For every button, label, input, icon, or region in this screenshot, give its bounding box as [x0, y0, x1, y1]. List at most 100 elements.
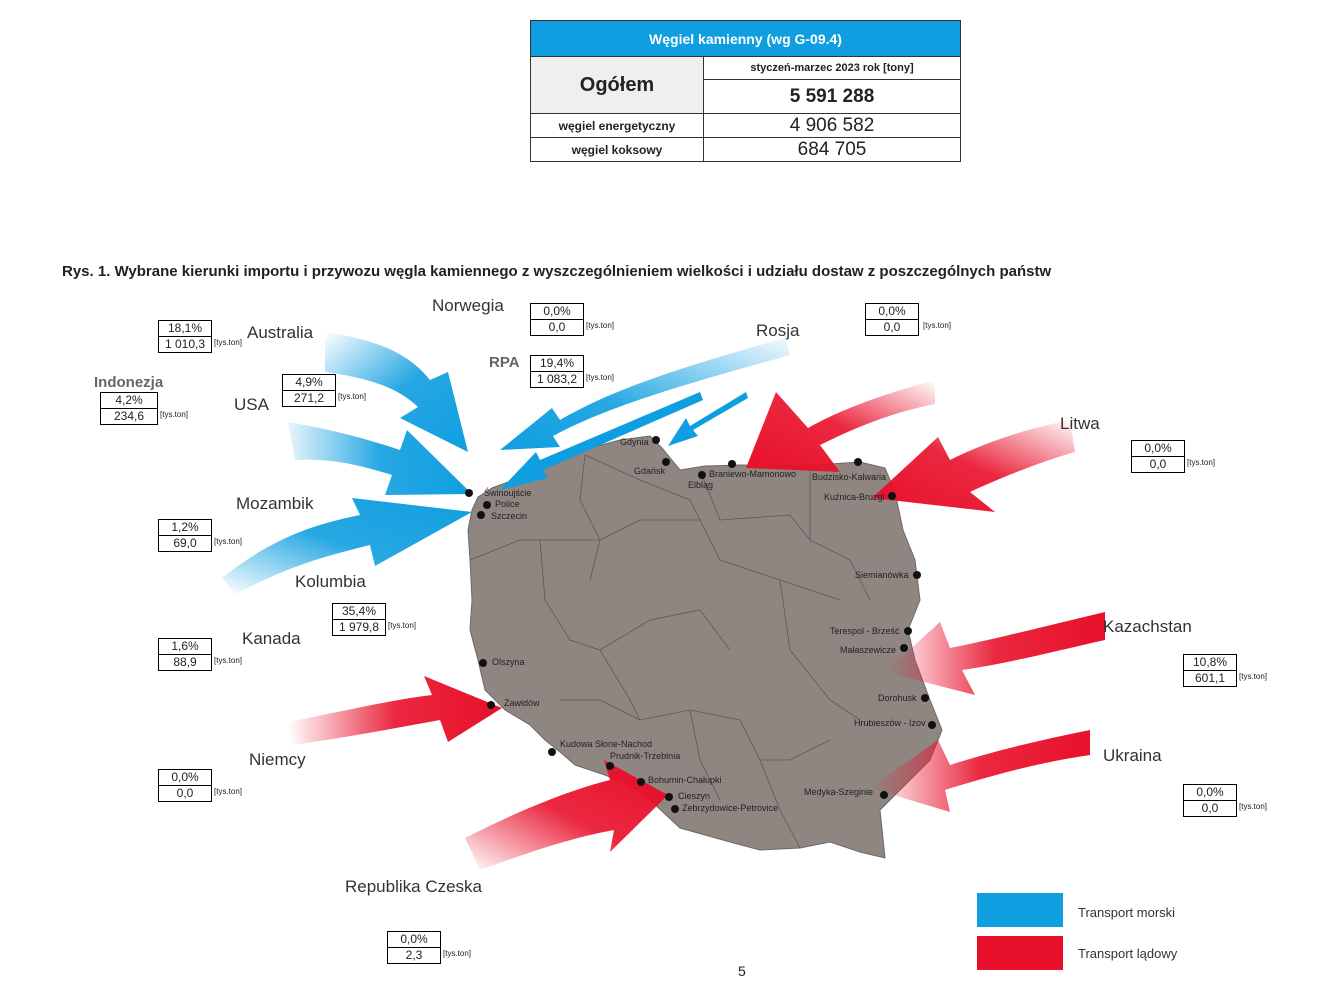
label-niemcy: Niemcy [249, 750, 306, 769]
figure-caption: Rys. 1. Wybrane kierunki importu i przyw… [62, 263, 1052, 280]
share-indonezja: 4,2% [100, 392, 158, 409]
legend-land-label: Transport lądowy [1078, 946, 1178, 961]
value-norwegia: 0,0 [530, 319, 584, 336]
share-mozambik: 1,2% [158, 519, 212, 536]
value-kolumbia: 1 979,8 [332, 619, 386, 636]
share-ukraina: 0,0% [1183, 784, 1237, 801]
box-ukraina: 0,0% 0,0 [tys.ton] [1183, 784, 1267, 817]
summary-title: Węgiel kamienny (wg G-09.4) [530, 20, 961, 57]
value-kanada: 88,9 [158, 654, 212, 671]
city-gdansk: Gdańsk [634, 466, 666, 476]
label-rpa: RPA [489, 354, 520, 371]
legend-land-swatch [977, 936, 1063, 970]
city-szczecin: Szczecin [491, 511, 528, 521]
row-value-coking: 684 705 [703, 137, 961, 162]
unit-czechy: [tys.ton] [443, 949, 472, 958]
city-zebrzydowice: Zebrzydowice-Petrovice [682, 803, 779, 813]
label-kazachstan: Kazachstan [1103, 617, 1192, 636]
value-rosja: 0,0 [865, 319, 919, 336]
city-elblag: Elbląg [688, 480, 714, 490]
city-kudowa: Kudowa Słone-Nachod [560, 739, 653, 749]
city-zawidow: Zawidów [504, 698, 540, 708]
box-kazachstan: 10,8% 601,1 [tys.ton] [1183, 654, 1267, 687]
poland-shape [467, 435, 943, 859]
value-indonezja: 234,6 [100, 408, 158, 425]
label-indonezja: Indonezja [94, 374, 164, 391]
value-rpa: 1 083,2 [530, 371, 584, 388]
label-kanada: Kanada [242, 629, 301, 648]
unit-rosja: [tys.ton] [923, 321, 952, 330]
city-budzisko: Budzisko-Kalwaria [812, 472, 887, 482]
city-dorohusk: Dorohusk [878, 693, 917, 703]
value-ukraina: 0,0 [1183, 800, 1237, 817]
box-australia: 18,1% 1 010,3 [tys.ton] [158, 320, 242, 353]
box-czechy: 0,0% 2,3 [tys.ton] [387, 931, 471, 964]
unit-ukraina: [tys.ton] [1239, 802, 1268, 811]
share-litwa: 0,0% [1131, 440, 1185, 457]
unit-kanada: [tys.ton] [214, 656, 243, 665]
city-kuznica: Kuźnica-Bruzgi [824, 492, 885, 502]
share-rosja: 0,0% [865, 303, 919, 320]
legend-sea-label: Transport morski [1078, 905, 1176, 920]
city-malaszewicze: Małaszewicze [840, 645, 897, 655]
row-value-energy: 4 906 582 [703, 113, 961, 138]
share-kazachstan: 10,8% [1183, 654, 1237, 671]
label-usa: USA [234, 395, 269, 414]
box-kolumbia: 35,4% 1 979,8 [tys.ton] [332, 603, 416, 636]
box-litwa: 0,0% 0,0 [tys.ton] [1131, 440, 1215, 473]
label-ukraina: Ukraina [1103, 746, 1162, 765]
period-label: styczeń-marzec 2023 rok [tony] [703, 56, 961, 80]
box-indonezja: 4,2% 234,6 [tys.ton] [100, 392, 188, 425]
row-label-coking: węgiel koksowy [530, 137, 704, 162]
city-gdynia: Gdynia [620, 437, 649, 447]
arrow-usa [288, 422, 472, 495]
label-australia: Australia [247, 323, 314, 342]
share-norwegia: 0,0% [530, 303, 584, 320]
value-litwa: 0,0 [1131, 456, 1185, 473]
unit-litwa: [tys.ton] [1187, 458, 1216, 467]
label-mozambik: Mozambik [236, 494, 314, 513]
box-rosja: 0,0% 0,0 [tys.ton] [865, 303, 951, 336]
unit-niemcy: [tys.ton] [214, 787, 243, 796]
arrow-ukraina [870, 730, 1090, 812]
share-kanada: 1,6% [158, 638, 212, 655]
arrow-australia [325, 332, 468, 452]
city-hrubieszow: Hrubieszów - Izov [854, 718, 926, 728]
arrow-kazachstan [885, 612, 1105, 695]
city-siemianowka: Siemianówka [855, 570, 909, 580]
city-swinoujscie: Świnoujście [484, 488, 532, 498]
value-niemcy: 0,0 [158, 785, 212, 802]
unit-norwegia: [tys.ton] [586, 321, 615, 330]
share-australia: 18,1% [158, 320, 212, 337]
arrow-rosja-red [746, 380, 935, 472]
share-czechy: 0,0% [387, 931, 441, 948]
value-czechy: 2,3 [387, 947, 441, 964]
box-rpa: 19,4% 1 083,2 [tys.ton] [530, 355, 614, 388]
arrow-gdynia [668, 392, 748, 446]
share-niemcy: 0,0% [158, 769, 212, 786]
city-olszyna: Olszyna [492, 657, 525, 667]
label-rosja: Rosja [756, 321, 800, 340]
unit-indonezja: [tys.ton] [160, 410, 189, 419]
city-police: Police [495, 499, 520, 509]
city-cieszyn: Cieszyn [678, 791, 711, 801]
city-medyka: Medyka-Szeginie [804, 787, 874, 797]
share-kolumbia: 35,4% [332, 603, 386, 620]
box-usa: 4,9% 271,2 [tys.ton] [282, 374, 366, 407]
arrow-mozambik [222, 498, 472, 594]
city-dots [465, 436, 936, 813]
city-prudnik: Prudnik-Trzebinia [610, 751, 681, 761]
label-kolumbia: Kolumbia [295, 572, 366, 591]
label-litwa: Litwa [1060, 414, 1100, 433]
arrow-rpa [500, 392, 703, 490]
box-mozambik: 1,2% 69,0 [tys.ton] [158, 519, 242, 552]
unit-rpa: [tys.ton] [586, 373, 615, 382]
page-number: 5 [738, 963, 746, 979]
unit-australia: [tys.ton] [214, 338, 243, 347]
value-mozambik: 69,0 [158, 535, 212, 552]
city-braniewo: Braniewo-Mamonowo [709, 469, 797, 479]
summary-table: Węgiel kamienny (wg G-09.4) Ogółem stycz… [530, 20, 961, 162]
city-bohumin: Bohumin-Chałupki [648, 775, 722, 785]
label-czechy: Republika Czeska [345, 877, 483, 896]
